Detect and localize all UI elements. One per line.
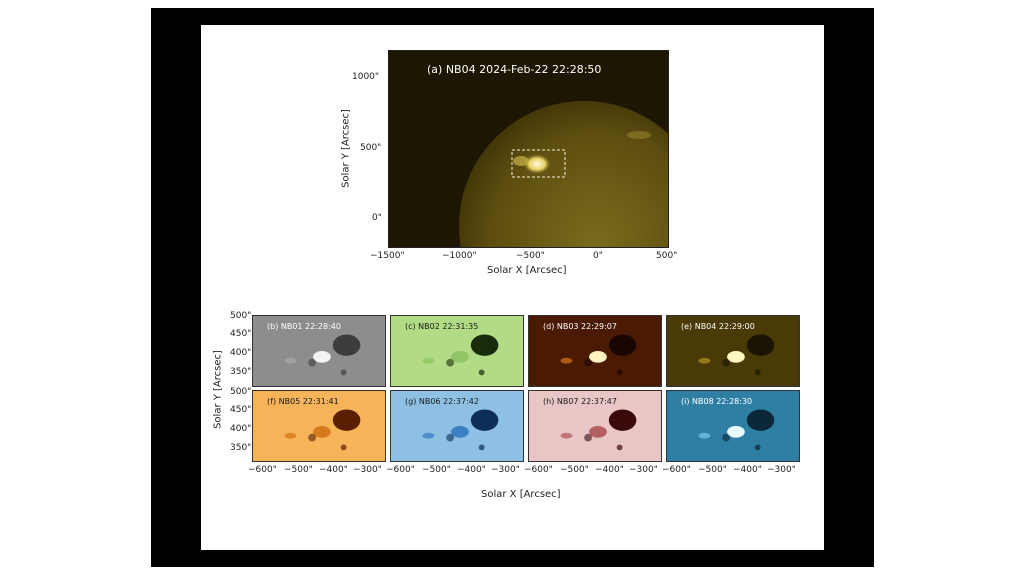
filter-image bbox=[667, 316, 799, 386]
filter-image bbox=[529, 391, 661, 461]
top-panel-title: (a) NB04 2024-Feb-22 22:28:50 bbox=[427, 63, 602, 76]
filter-panel-title: (c) NB02 22:31:35 bbox=[405, 322, 479, 331]
top-x-tick-5: 500" bbox=[656, 251, 678, 261]
grid-x-tick: −500" bbox=[284, 465, 313, 475]
filter-image bbox=[253, 391, 385, 461]
grid-y-tick-400-bottom: 400" bbox=[230, 424, 252, 434]
filter-image bbox=[253, 316, 385, 386]
grid-x-tick: −500" bbox=[698, 465, 727, 475]
filter-panel-3: (d) NB03 22:29:07 bbox=[528, 315, 662, 387]
grid-x-tick: −300" bbox=[767, 465, 796, 475]
grid-y-tick-350-top: 350" bbox=[230, 367, 252, 377]
region-box bbox=[511, 149, 566, 178]
filter-panel-1: (b) NB01 22:28:40 bbox=[252, 315, 386, 387]
top-y-tick-0: 0" bbox=[372, 213, 382, 223]
filter-image bbox=[667, 391, 799, 461]
filter-panel-5: (f) NB05 22:31:41 bbox=[252, 390, 386, 462]
grid-x-tick: −400" bbox=[457, 465, 486, 475]
grid-x-tick: −400" bbox=[733, 465, 762, 475]
top-x-tick-2: −1000" bbox=[442, 251, 477, 261]
top-solar-image: (a) NB04 2024-Feb-22 22:28:50 bbox=[388, 50, 669, 248]
filter-image bbox=[529, 316, 661, 386]
filter-panel-title: (h) NB07 22:37:47 bbox=[543, 397, 617, 406]
top-y-axis-label: Solar Y [Arcsec] bbox=[340, 109, 352, 188]
top-y-tick-1000: 1000" bbox=[352, 72, 380, 82]
grid-x-tick: −300" bbox=[353, 465, 382, 475]
grid-x-tick: −300" bbox=[629, 465, 658, 475]
grid-x-tick: −600" bbox=[386, 465, 415, 475]
filter-panel-8: (i) NB08 22:28:30 bbox=[666, 390, 800, 462]
grid-x-tick: −300" bbox=[491, 465, 520, 475]
filter-panel-title: (g) NB06 22:37:42 bbox=[405, 397, 479, 406]
top-x-tick-3: −500" bbox=[516, 251, 545, 261]
filter-panel-4: (e) NB04 22:29:00 bbox=[666, 315, 800, 387]
grid-x-tick: −600" bbox=[662, 465, 691, 475]
grid-y-axis-label: Solar Y [Arcsec] bbox=[212, 350, 224, 429]
filter-panel-2: (c) NB02 22:31:35 bbox=[390, 315, 524, 387]
grid-x-tick: −600" bbox=[524, 465, 553, 475]
grid-x-tick: −400" bbox=[595, 465, 624, 475]
grid-x-tick: −400" bbox=[319, 465, 348, 475]
grid-y-tick-350-bottom: 350" bbox=[230, 443, 252, 453]
grid-y-tick-500-top: 500" bbox=[230, 311, 252, 321]
filter-image bbox=[391, 316, 523, 386]
grid-x-tick: −500" bbox=[560, 465, 589, 475]
filter-panel-7: (h) NB07 22:37:47 bbox=[528, 390, 662, 462]
grid-y-tick-450-top: 450" bbox=[230, 329, 252, 339]
filter-image bbox=[391, 391, 523, 461]
filter-panel-title: (b) NB01 22:28:40 bbox=[267, 322, 341, 331]
grid-x-axis-label: Solar X [Arcsec] bbox=[481, 489, 561, 500]
grid-y-tick-500-bottom: 500" bbox=[230, 387, 252, 397]
full-disk-image bbox=[389, 51, 668, 247]
grid-x-tick: −500" bbox=[422, 465, 451, 475]
filter-panel-title: (i) NB08 22:28:30 bbox=[681, 397, 753, 406]
grid-y-tick-450-bottom: 450" bbox=[230, 405, 252, 415]
top-x-tick-4: 0" bbox=[593, 251, 603, 261]
top-x-axis-label: Solar X [Arcsec] bbox=[487, 265, 567, 276]
top-y-tick-500: 500" bbox=[360, 143, 382, 153]
filter-panel-title: (e) NB04 22:29:00 bbox=[681, 322, 755, 331]
filter-panel-title: (f) NB05 22:31:41 bbox=[267, 397, 339, 406]
top-x-tick-1: −1500" bbox=[370, 251, 405, 261]
filter-panel-6: (g) NB06 22:37:42 bbox=[390, 390, 524, 462]
grid-y-tick-400-top: 400" bbox=[230, 348, 252, 358]
grid-x-tick: −600" bbox=[248, 465, 277, 475]
filter-panel-title: (d) NB03 22:29:07 bbox=[543, 322, 617, 331]
